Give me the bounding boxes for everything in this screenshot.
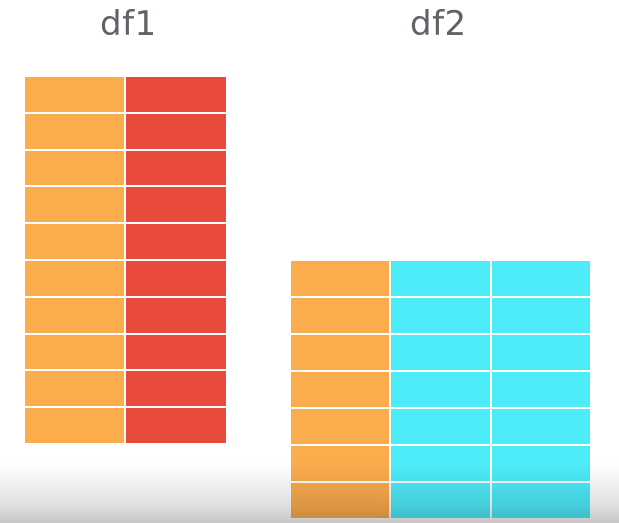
df2-cell [291,298,389,333]
df2-cell [391,372,490,407]
df2-cell [291,261,389,296]
df1-cell [25,113,124,149]
df1-cell [25,260,124,296]
df2-table [291,261,590,518]
df1-cell [25,334,124,370]
df2-cell [291,409,389,444]
df1-cell [25,224,124,259]
df2-cell [492,446,590,481]
df2-cell [492,372,590,407]
df2-cell [291,446,389,481]
df2-cell [291,483,389,518]
df2-cell [391,298,490,333]
df2-cell [492,409,590,444]
df1-cell [126,260,226,296]
df1-table [25,77,226,443]
df1-cell [126,371,226,407]
df1-cell [126,187,226,223]
df1-cell [126,334,226,370]
df2-cell [291,335,389,370]
df1-title: df1 [100,4,157,44]
df2-cell [492,261,590,296]
df2-cell [291,372,389,407]
df1-cell [126,150,226,186]
df1-cell [126,408,226,443]
df2-cell [391,409,490,444]
df1-cell [126,113,226,149]
df2-cell [391,483,490,518]
df2-cell [391,261,490,296]
df1-cell [126,77,226,112]
df2-cell [492,298,590,333]
df1-cell [126,297,226,333]
df1-cell [25,408,124,443]
df1-cell [25,297,124,333]
df2-cell [492,483,590,518]
df1-cell [25,187,124,223]
df1-cell [25,150,124,186]
df1-cell [25,371,124,407]
df2-cell [492,335,590,370]
df1-cell [126,224,226,259]
df2-title: df2 [410,4,467,44]
df2-cell [391,335,490,370]
df2-cell [391,446,490,481]
df1-cell [25,77,124,112]
